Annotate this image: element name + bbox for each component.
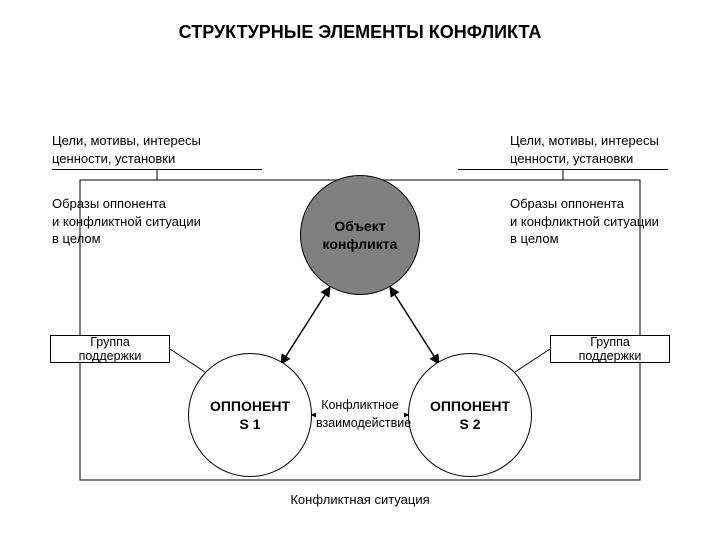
label-goals-left: Цели, мотивы, интересы ценности, установ… <box>52 132 282 167</box>
label-interaction: Конфликтное взаимодействие <box>316 397 404 432</box>
diagram-title: СТРУКТУРНЫЕ ЭЛЕМЕНТЫ КОНФЛИКТА <box>0 22 720 43</box>
label-goals-right: Цели, мотивы, интересы ценности, установ… <box>510 132 720 167</box>
node-object: Объект конфликта <box>300 175 420 295</box>
label-images-left: Образы оппонента и конфликтной ситуации … <box>52 195 272 248</box>
node-opponent-2: ОППОНЕНТ S 2 <box>408 353 532 477</box>
box-support-left: Группа поддержки <box>50 335 170 363</box>
label-situation: Конфликтная ситуация <box>280 492 440 507</box>
label-images-right: Образы оппонента и конфликтной ситуации … <box>510 195 720 248</box>
diagram-stage: СТРУКТУРНЫЕ ЭЛЕМЕНТЫ КОНФЛИКТА Цели, мот… <box>0 0 720 540</box>
label-interaction-top: Конфликтное <box>316 397 404 415</box>
box-support-right: Группа поддержки <box>550 335 670 363</box>
label-interaction-bottom: взаимодействие <box>316 415 404 433</box>
node-opponent-1: ОППОНЕНТ S 1 <box>188 353 312 477</box>
